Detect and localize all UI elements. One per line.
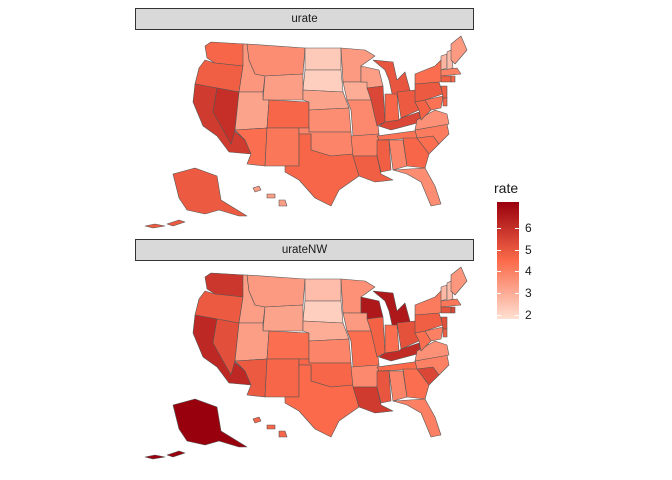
map-panel-urate xyxy=(135,30,474,236)
facet-strip-uratenw: urateNW xyxy=(135,239,474,261)
state-nm xyxy=(264,358,300,398)
facet-strip-urate: urate xyxy=(135,8,474,30)
state-fl xyxy=(392,398,442,438)
state-ct xyxy=(440,75,452,83)
state-in xyxy=(384,93,400,123)
state-sd xyxy=(302,300,344,324)
legend-tick-mark xyxy=(497,293,501,294)
state-ak xyxy=(144,398,248,460)
state-in xyxy=(384,324,400,354)
state-il xyxy=(366,316,386,358)
state-de xyxy=(442,97,448,107)
state-nv xyxy=(212,87,240,145)
state-nm xyxy=(264,127,300,167)
state-nd xyxy=(304,47,342,71)
legend-tick-mark xyxy=(515,271,519,273)
legend-tick-label: 4 xyxy=(525,264,532,279)
legend-tick-label: 3 xyxy=(525,286,532,300)
state-ar xyxy=(350,133,380,157)
legend-tick-mark xyxy=(497,271,501,273)
state-md xyxy=(424,326,444,342)
legend-tick-mark xyxy=(515,314,519,316)
legend-tick-mark xyxy=(515,249,519,251)
state-ne xyxy=(302,89,350,111)
state-nd xyxy=(304,278,342,302)
legend-tick-label: 5 xyxy=(525,242,532,257)
legend-tick-label: 2 xyxy=(525,307,532,322)
legend-tick-label: 6 xyxy=(525,221,532,235)
legend-title: rate xyxy=(494,180,519,196)
state-co xyxy=(266,330,310,360)
state-va xyxy=(414,340,450,362)
state-va xyxy=(414,109,450,131)
state-co xyxy=(266,99,310,129)
state-tx xyxy=(284,133,360,207)
state-hi xyxy=(252,185,288,207)
facet-label: urateNW xyxy=(281,244,328,256)
state-hi xyxy=(252,416,288,438)
state-wy xyxy=(262,304,304,332)
state-ct xyxy=(440,306,452,314)
state-ri xyxy=(450,75,456,83)
state-il xyxy=(366,85,386,127)
state-ak xyxy=(144,167,248,229)
state-ms xyxy=(376,370,392,404)
legend-tick-mark xyxy=(515,293,519,294)
legend-tick-mark xyxy=(497,314,501,316)
legend-colorbar xyxy=(497,202,519,319)
state-vt xyxy=(440,284,448,302)
state-ky xyxy=(378,342,422,362)
state-ri xyxy=(450,306,456,314)
state-sd xyxy=(302,69,344,93)
us-map-uratenw xyxy=(144,266,468,460)
state-ma xyxy=(440,67,462,77)
state-de xyxy=(442,328,448,338)
state-fl xyxy=(392,167,442,207)
state-md xyxy=(424,95,444,111)
state-vt xyxy=(440,53,448,71)
map-panel-uratenw xyxy=(135,261,474,467)
state-me xyxy=(450,35,468,65)
state-ne xyxy=(302,320,350,342)
state-ky xyxy=(378,111,422,131)
legend-tick-mark xyxy=(497,228,501,229)
state-ar xyxy=(350,364,380,388)
state-ms xyxy=(376,139,392,173)
state-ma xyxy=(440,298,462,308)
legend-tick-mark xyxy=(497,249,501,251)
state-nv xyxy=(212,318,240,376)
us-map-urate xyxy=(144,35,468,229)
state-wy xyxy=(262,73,304,101)
state-me xyxy=(450,266,468,296)
facet-label: urate xyxy=(291,13,318,25)
legend-tick-mark xyxy=(515,228,519,229)
state-ks xyxy=(308,107,352,133)
state-ks xyxy=(308,338,352,364)
state-mt xyxy=(246,274,306,308)
state-mt xyxy=(246,43,306,77)
state-tx xyxy=(284,364,360,438)
